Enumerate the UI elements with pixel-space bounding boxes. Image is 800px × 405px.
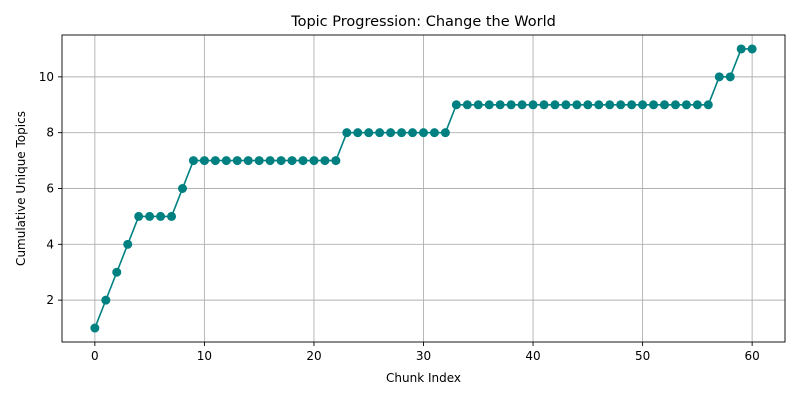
data-point	[561, 100, 571, 110]
data-point	[429, 128, 439, 138]
data-point	[670, 100, 680, 110]
grid	[62, 35, 785, 342]
data-point	[145, 211, 155, 221]
data-point	[221, 156, 231, 166]
data-point	[616, 100, 626, 110]
data-point	[90, 323, 100, 333]
data-point	[419, 128, 428, 138]
chart-title: Topic Progression: Change the World	[290, 14, 556, 30]
y-tick-label: 2	[46, 293, 54, 307]
data-point	[298, 156, 308, 166]
data-point	[342, 128, 352, 138]
data-point	[528, 100, 538, 110]
data-point	[736, 44, 746, 54]
data-point	[243, 156, 253, 166]
data-point	[572, 100, 582, 110]
x-tick-label: 20	[306, 349, 321, 363]
data-point	[386, 128, 396, 138]
data-point	[703, 100, 713, 110]
data-point	[265, 156, 275, 166]
axis-ticks: 0 10 20 30 40 50 60 2 4 6 8 10	[39, 70, 760, 363]
data-point	[232, 156, 242, 166]
data-point	[134, 211, 144, 221]
data-point	[462, 100, 472, 110]
data-point	[627, 100, 637, 110]
data-point	[473, 100, 483, 110]
data-point	[550, 100, 560, 110]
y-tick-label: 8	[46, 126, 54, 140]
data-point	[605, 100, 615, 110]
data-point	[594, 100, 604, 110]
y-axis-label: Cumulative Unique Topics	[14, 111, 28, 266]
x-tick-label: 40	[525, 349, 540, 363]
data-point	[276, 156, 286, 166]
data-point	[364, 128, 374, 138]
data-point	[397, 128, 407, 138]
data-point	[725, 72, 735, 82]
x-axis-label: Chunk Index	[386, 371, 461, 385]
data-point	[287, 156, 297, 166]
data-point	[199, 156, 209, 166]
x-tick-label: 30	[416, 349, 431, 363]
data-point	[123, 239, 133, 249]
data-point	[178, 184, 187, 193]
y-tick-label: 4	[46, 237, 54, 251]
data-point	[583, 100, 593, 110]
data-point	[210, 156, 220, 166]
data-point	[451, 100, 461, 110]
x-tick-label: 50	[635, 349, 650, 363]
data-point	[539, 100, 549, 110]
x-tick-label: 10	[197, 349, 212, 363]
data-point	[660, 100, 669, 110]
data-point	[681, 100, 691, 110]
data-point	[320, 156, 330, 166]
data-point	[353, 128, 363, 138]
data-point	[188, 156, 198, 166]
x-tick-label: 60	[744, 349, 759, 363]
data-point	[254, 156, 264, 166]
data-point	[309, 156, 319, 166]
y-tick-label: 6	[46, 182, 54, 196]
x-tick-label: 0	[91, 349, 99, 363]
data-point	[112, 267, 122, 277]
data-point	[375, 128, 385, 138]
series-topics	[90, 44, 757, 333]
data-point	[747, 44, 757, 54]
data-point	[156, 211, 166, 221]
data-point	[440, 128, 450, 138]
data-point	[331, 156, 341, 166]
data-point	[649, 100, 659, 110]
data-point	[714, 72, 724, 82]
data-point	[517, 100, 527, 110]
data-point	[484, 100, 494, 110]
data-point	[692, 100, 702, 110]
data-point	[638, 100, 648, 110]
data-point	[101, 295, 111, 305]
data-point	[167, 211, 177, 221]
data-point	[408, 128, 418, 138]
y-tick-label: 10	[39, 70, 54, 84]
data-point	[495, 100, 505, 110]
data-point	[506, 100, 516, 110]
